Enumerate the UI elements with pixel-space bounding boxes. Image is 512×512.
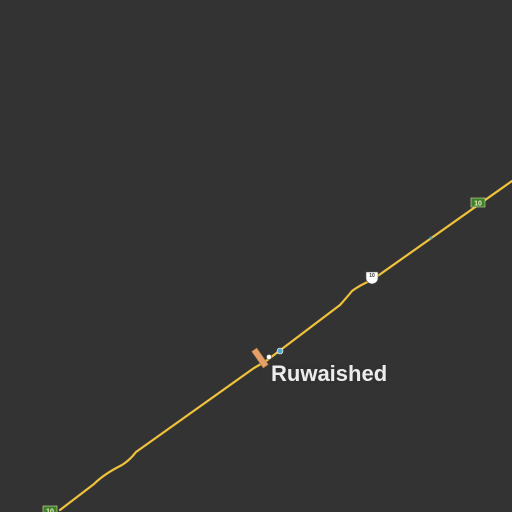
route-shield-label: 10	[46, 509, 54, 512]
highway-road	[58, 179, 512, 512]
route-marker-white-icon	[365, 271, 379, 285]
info-icon	[276, 347, 284, 355]
poi-dot-icon	[429, 236, 433, 240]
route-shield-green-icon	[470, 197, 486, 208]
place-label-ruwaished[interactable]: Ruwaished	[271, 361, 388, 386]
route-shield-label: 10	[474, 201, 482, 208]
route-shield-green-icon	[42, 505, 58, 512]
airport-icon	[251, 347, 269, 369]
fuel-station-icon	[266, 354, 272, 360]
route-marker-label: 10	[369, 273, 375, 279]
